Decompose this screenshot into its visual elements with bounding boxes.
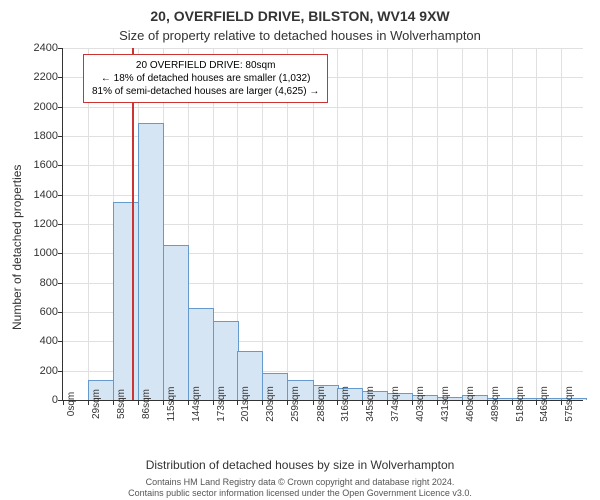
xtick-label: 58sqm: [116, 389, 127, 419]
histogram-bar: [163, 245, 189, 400]
xtick-mark: [188, 400, 189, 405]
xtick-label: 546sqm: [539, 386, 550, 422]
xtick-mark: [561, 400, 562, 405]
xtick-mark: [213, 400, 214, 405]
ytick-mark: [58, 371, 63, 372]
title-address: 20, OVERFIELD DRIVE, BILSTON, WV14 9XW: [0, 8, 600, 24]
xtick-mark: [287, 400, 288, 405]
ytick-label: 2200: [20, 71, 58, 83]
ytick-label: 2400: [20, 42, 58, 54]
xtick-mark: [163, 400, 164, 405]
xtick-label: 0sqm: [66, 392, 77, 416]
title-subtitle: Size of property relative to detached ho…: [0, 28, 600, 43]
xtick-label: 489sqm: [490, 386, 501, 422]
xtick-mark: [63, 400, 64, 405]
ytick-label: 200: [20, 365, 58, 377]
xtick-mark: [313, 400, 314, 405]
xtick-mark: [412, 400, 413, 405]
xtick-label: 431sqm: [440, 386, 451, 422]
gridline-v: [561, 48, 562, 400]
gridline-h: [63, 48, 583, 49]
ytick-label: 1600: [20, 159, 58, 171]
ytick-mark: [58, 224, 63, 225]
xtick-mark: [237, 400, 238, 405]
gridline-v: [487, 48, 488, 400]
annotation-line3: 81% of semi-detached houses are larger (…: [92, 85, 319, 98]
xtick-mark: [262, 400, 263, 405]
xtick-label: 230sqm: [265, 386, 276, 422]
ytick-mark: [58, 77, 63, 78]
gridline-v: [437, 48, 438, 400]
gridline-v: [512, 48, 513, 400]
xtick-label: 518sqm: [515, 386, 526, 422]
x-axis-label: Distribution of detached houses by size …: [0, 458, 600, 472]
xtick-label: 460sqm: [465, 386, 476, 422]
xtick-label: 316sqm: [340, 386, 351, 422]
ytick-mark: [58, 107, 63, 108]
ytick-label: 800: [20, 277, 58, 289]
ytick-mark: [58, 195, 63, 196]
ytick-label: 400: [20, 335, 58, 347]
xtick-label: 173sqm: [216, 386, 227, 422]
ytick-mark: [58, 165, 63, 166]
footer-line1: Contains HM Land Registry data © Crown c…: [0, 477, 600, 487]
footer-line2: Contains public sector information licen…: [0, 488, 600, 498]
ytick-label: 2000: [20, 101, 58, 113]
ytick-label: 600: [20, 306, 58, 318]
gridline-v: [387, 48, 388, 400]
ytick-mark: [58, 283, 63, 284]
xtick-mark: [88, 400, 89, 405]
xtick-mark: [512, 400, 513, 405]
ytick-label: 1400: [20, 189, 58, 201]
xtick-label: 201sqm: [240, 386, 251, 422]
xtick-mark: [536, 400, 537, 405]
xtick-mark: [113, 400, 114, 405]
xtick-label: 403sqm: [415, 386, 426, 422]
xtick-label: 575sqm: [564, 386, 575, 422]
ytick-mark: [58, 312, 63, 313]
xtick-label: 86sqm: [141, 389, 152, 419]
annotation-line1: 20 OVERFIELD DRIVE: 80sqm: [92, 59, 319, 72]
chart-container: 20, OVERFIELD DRIVE, BILSTON, WV14 9XW S…: [0, 0, 600, 500]
ytick-mark: [58, 253, 63, 254]
ytick-label: 1000: [20, 247, 58, 259]
ytick-label: 1800: [20, 130, 58, 142]
xtick-mark: [437, 400, 438, 405]
ytick-label: 0: [20, 394, 58, 406]
footer-attribution: Contains HM Land Registry data © Crown c…: [0, 477, 600, 498]
xtick-label: 29sqm: [91, 389, 102, 419]
xtick-mark: [337, 400, 338, 405]
xtick-mark: [362, 400, 363, 405]
gridline-v: [462, 48, 463, 400]
histogram-bar: [138, 123, 164, 400]
xtick-mark: [387, 400, 388, 405]
xtick-label: 144sqm: [191, 386, 202, 422]
gridline-v: [337, 48, 338, 400]
xtick-label: 259sqm: [290, 386, 301, 422]
gridline-v: [362, 48, 363, 400]
gridline-v: [412, 48, 413, 400]
xtick-label: 115sqm: [166, 387, 177, 422]
gridline-v: [536, 48, 537, 400]
ytick-mark: [58, 341, 63, 342]
ytick-mark: [58, 136, 63, 137]
histogram-bar: [113, 202, 139, 400]
xtick-label: 288sqm: [316, 386, 327, 422]
gridline-h: [63, 107, 583, 108]
annotation-line2: ← 18% of detached houses are smaller (1,…: [92, 72, 319, 85]
ytick-mark: [58, 48, 63, 49]
xtick-label: 374sqm: [390, 386, 401, 422]
plot-area: 20 OVERFIELD DRIVE: 80sqm ← 18% of detac…: [62, 48, 583, 401]
xtick-label: 345sqm: [365, 386, 376, 422]
xtick-mark: [138, 400, 139, 405]
annotation-box: 20 OVERFIELD DRIVE: 80sqm ← 18% of detac…: [83, 54, 328, 103]
xtick-mark: [462, 400, 463, 405]
ytick-label: 1200: [20, 218, 58, 230]
xtick-mark: [487, 400, 488, 405]
